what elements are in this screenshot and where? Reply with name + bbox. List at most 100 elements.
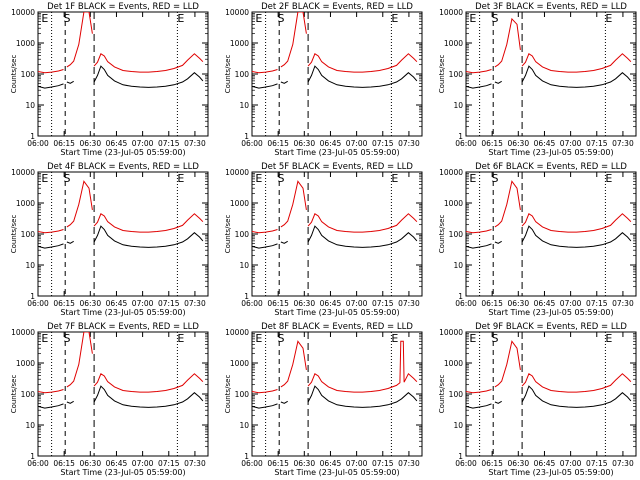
x-tick-label: 07:00: [560, 139, 582, 148]
x-tick-label: 06:45: [106, 459, 128, 468]
x-axis-label: Start Time (23-Jul-05 05:59:00): [274, 148, 399, 157]
y-tick-label: 10: [453, 101, 463, 110]
region-marker-label: E: [605, 172, 612, 185]
x-axis-label: Start Time (23-Jul-05 05:59:00): [60, 148, 185, 157]
x-tick-label: 07:15: [158, 299, 180, 308]
panel-title: Det 8F BLACK = Events, RED = LLD: [261, 322, 413, 332]
series-line-lld: [280, 340, 307, 388]
panel-4: Det 4F BLACK = Events, RED = LLD 1 10 100 10…: [10, 162, 209, 317]
series-line-lld: [494, 17, 521, 68]
series-line-events: [93, 225, 204, 248]
series-line-lld: [252, 389, 278, 394]
x-axis-label: Start Time (23-Jul-05 05:59:00): [274, 468, 399, 477]
series-line-lld: [252, 69, 278, 74]
x-tick-label: 06:45: [534, 139, 556, 148]
panel-2: Det 2F BLACK = Events, RED = LLD 1 10 100 10…: [224, 2, 423, 157]
series-line-lld: [466, 69, 492, 74]
series-line-events: [38, 403, 64, 409]
series-line-lld: [38, 229, 64, 234]
region-marker-label: S: [492, 12, 499, 25]
y-tick-label: 1000: [444, 199, 463, 208]
series-line-events: [307, 385, 418, 408]
region-marker-label: E: [41, 12, 48, 25]
x-tick-label: 06:45: [320, 459, 342, 468]
x-tick-label: 07:00: [560, 459, 582, 468]
region-marker-label: E: [469, 332, 476, 345]
series-line-events: [280, 400, 288, 404]
region-marker-label: E: [255, 172, 262, 185]
region-marker-label: E: [177, 12, 184, 25]
y-tick-label: 1: [458, 292, 463, 301]
x-tick-label: 06:30: [293, 139, 315, 148]
y-tick-label: 10000: [225, 8, 249, 17]
y-tick-label: 1000: [16, 199, 35, 208]
series-line-events: [252, 83, 278, 89]
x-tick-label: 07:30: [184, 459, 206, 468]
series-line-lld: [521, 53, 632, 73]
series-line-lld: [307, 213, 418, 233]
x-tick-label: 06:00: [241, 299, 263, 308]
y-axis-label: Counts/sec: [438, 55, 446, 94]
series-line-events: [252, 243, 278, 249]
series-line-events: [38, 83, 64, 89]
series-line-lld: [280, 12, 307, 68]
x-tick-label: 07:30: [612, 139, 634, 148]
x-tick-label: 06:15: [53, 459, 75, 468]
y-tick-label: 10000: [225, 328, 249, 337]
series-line-events: [521, 225, 632, 248]
plot-frame: [251, 171, 423, 297]
y-axis-label: Counts/sec: [438, 375, 446, 414]
panel-title: Det 1F BLACK = Events, RED = LLD: [47, 2, 199, 12]
x-tick-label: 07:15: [158, 459, 180, 468]
y-tick-label: 1: [244, 452, 249, 461]
region-marker-label: E: [469, 12, 476, 25]
series-line-lld: [494, 340, 521, 388]
x-tick-label: 07:30: [612, 299, 634, 308]
x-tick-label: 06:15: [481, 139, 503, 148]
x-tick-label: 07:15: [158, 139, 180, 148]
series-line-events: [466, 403, 492, 409]
panel-7: Det 7F BLACK = Events, RED = LLD 1 10 100 10…: [10, 322, 209, 477]
x-tick-label: 07:00: [346, 139, 368, 148]
series-line-lld: [521, 213, 632, 233]
x-tick-label: 06:30: [79, 459, 101, 468]
y-tick-label: 10: [25, 101, 35, 110]
x-tick-label: 07:15: [586, 139, 608, 148]
region-marker-label: E: [255, 332, 262, 345]
x-tick-label: 07:15: [586, 459, 608, 468]
region-marker-label: S: [64, 172, 71, 185]
y-axis-label: Counts/sec: [10, 55, 18, 94]
y-axis-label: Counts/sec: [224, 55, 232, 94]
series-line-lld: [307, 340, 418, 393]
y-tick-label: 10000: [11, 328, 35, 337]
x-tick-label: 07:00: [132, 299, 154, 308]
y-tick-label: 1: [244, 292, 249, 301]
series-line-events: [66, 80, 74, 84]
region-marker-label: E: [177, 332, 184, 345]
y-axis-label: Counts/sec: [224, 215, 232, 254]
series-line-lld: [38, 389, 64, 394]
panel-title: Det 7F BLACK = Events, RED = LLD: [47, 322, 199, 332]
region-marker-label: S: [492, 332, 499, 345]
y-tick-label: 100: [449, 390, 464, 399]
panel-title: Det 5F BLACK = Events, RED = LLD: [261, 162, 413, 172]
region-marker-label: E: [41, 172, 48, 185]
series-line-events: [307, 65, 418, 88]
x-tick-label: 06:30: [507, 139, 529, 148]
y-tick-label: 10: [239, 101, 249, 110]
y-tick-label: 1: [458, 132, 463, 141]
plot-frame: [251, 331, 423, 457]
region-marker-label: E: [391, 12, 398, 25]
plot-frame: [465, 11, 637, 137]
series-line-lld: [521, 373, 632, 393]
y-tick-label: 100: [21, 230, 36, 239]
y-tick-label: 100: [449, 70, 464, 79]
x-tick-label: 06:00: [241, 139, 263, 148]
region-marker-label: S: [278, 172, 285, 185]
plot-frame: [465, 171, 637, 297]
x-tick-label: 07:00: [132, 139, 154, 148]
series-line-lld: [93, 213, 204, 233]
y-tick-label: 1: [30, 452, 35, 461]
y-tick-label: 1000: [444, 359, 463, 368]
panel-9: Det 9F BLACK = Events, RED = LLD 1 10 100 10…: [438, 322, 637, 477]
